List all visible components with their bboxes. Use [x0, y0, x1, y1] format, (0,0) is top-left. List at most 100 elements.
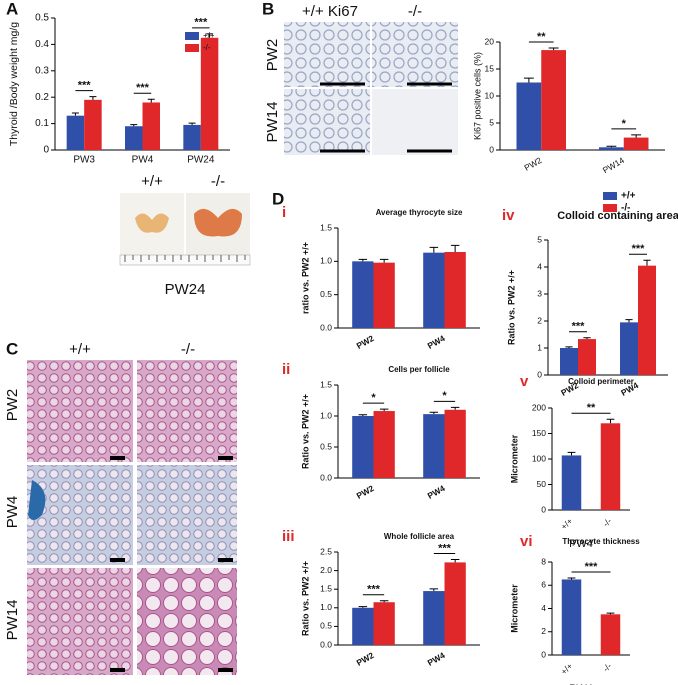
bar [423, 252, 445, 328]
error-bar [625, 319, 633, 323]
panel-numeral: vi [520, 533, 533, 550]
scale-bar [110, 456, 233, 672]
bar [561, 579, 582, 655]
error-bar [606, 145, 617, 148]
bar [142, 102, 160, 150]
x-tick-label: PW4 [426, 333, 447, 351]
error-bar [450, 406, 460, 410]
bar [352, 261, 374, 328]
significance-label: *** [572, 321, 586, 333]
significance-label: * [442, 390, 447, 402]
chart-title: Whole follicle area [384, 532, 455, 541]
x-tick-label: PW14 [601, 155, 626, 175]
y-axis-label: Ki67 positive cells (%) [472, 52, 482, 140]
image-label: PW14 [4, 600, 21, 641]
x-axis-label: PW4 [569, 683, 593, 685]
y-tick-label: 0.5 [320, 289, 332, 299]
panel-numeral: v [520, 373, 529, 390]
error-bar [188, 122, 196, 125]
chart-title: Cells per follicle [388, 365, 450, 374]
y-tick-label: 0.5 [320, 441, 332, 451]
y-tick-label: 50 [537, 479, 547, 489]
micrograph [372, 22, 458, 87]
error-bar [643, 259, 651, 266]
bar [200, 37, 219, 150]
micrograph [137, 465, 237, 565]
significance-label: *** [367, 584, 381, 596]
tissue [194, 208, 242, 237]
error-bar [583, 337, 591, 340]
error-bar [429, 246, 439, 253]
y-axis-label: ratio vs. PW2 +/+ [300, 242, 310, 314]
y-tick-label: 1.5 [320, 222, 332, 232]
bar [620, 322, 638, 375]
y-tick-label: 4 [541, 603, 546, 613]
y-tick-label: 10 [485, 90, 495, 100]
bar [600, 614, 621, 655]
micrograph [137, 360, 237, 462]
image-label: PW2 [264, 39, 281, 72]
y-tick-label: 200 [532, 402, 546, 412]
significance-label: *** [438, 542, 452, 554]
y-axis-label: Micrometer [509, 584, 519, 633]
error-bar [358, 414, 368, 416]
x-tick-label: PW2 [522, 155, 543, 173]
legend-label: +/+ [621, 191, 636, 202]
image-label: +/+ Ki67 [302, 3, 358, 20]
scale-bar [320, 82, 452, 153]
y-tick-label: 0 [541, 504, 546, 514]
error-bar [606, 418, 615, 424]
error-bar [358, 258, 368, 262]
panel-numeral: ii [282, 361, 290, 378]
y-tick-label: 0.1 [35, 118, 49, 129]
y-tick-label: 0.0 [320, 639, 332, 649]
significance-label: *** [194, 17, 208, 29]
y-axis-label: Ratio vs. PW2 +/+ [300, 561, 310, 636]
y-tick-label: 100 [532, 453, 546, 463]
chart-title: Colloid perimeter [568, 377, 634, 386]
bar [560, 348, 578, 375]
micrograph [27, 568, 133, 675]
micrograph [372, 89, 458, 155]
y-tick-label: 0 [537, 369, 542, 379]
y-tick-label: 8 [541, 556, 546, 566]
y-tick-label: 1.5 [320, 379, 332, 389]
y-tick-label: 1.5 [320, 583, 332, 593]
error-bar [567, 577, 576, 580]
y-tick-label: 15 [485, 63, 495, 73]
y-tick-label: 0 [541, 649, 546, 659]
y-tick-label: 0.5 [35, 13, 49, 24]
micrograph [137, 568, 237, 675]
bar [561, 455, 582, 510]
significance-label: *** [632, 243, 646, 255]
bar [183, 124, 201, 150]
bar [66, 115, 85, 150]
panel-label: C [6, 339, 18, 358]
chart-title: Colloid containing area [557, 210, 678, 222]
y-tick-label: 150 [532, 428, 546, 438]
bar [373, 262, 395, 328]
significance-label: *** [585, 561, 599, 573]
y-tick-label: 0.4 [35, 39, 49, 50]
bar [600, 423, 621, 510]
x-tick-label: -/- [601, 661, 614, 674]
image-label: +/+ [69, 341, 91, 358]
bar [352, 607, 374, 645]
y-tick-label: 0.0 [320, 472, 332, 482]
y-tick-label: 20 [485, 36, 495, 46]
error-bar [147, 98, 155, 103]
x-tick-label: PW2 [355, 333, 376, 351]
x-tick-label: PW3 [73, 155, 95, 166]
significance-label: ** [587, 402, 596, 414]
bar [599, 147, 624, 150]
tissue [135, 213, 169, 233]
y-tick-label: 3 [537, 288, 542, 298]
error-bar [358, 606, 368, 608]
significance-label: ** [537, 31, 546, 43]
error-bar [565, 346, 573, 348]
panel-numeral: iv [502, 207, 515, 224]
bar [373, 602, 395, 645]
x-tick-label: PW2 [355, 650, 376, 668]
y-tick-label: 1 [537, 342, 542, 352]
legend-label: -/- [621, 203, 630, 214]
